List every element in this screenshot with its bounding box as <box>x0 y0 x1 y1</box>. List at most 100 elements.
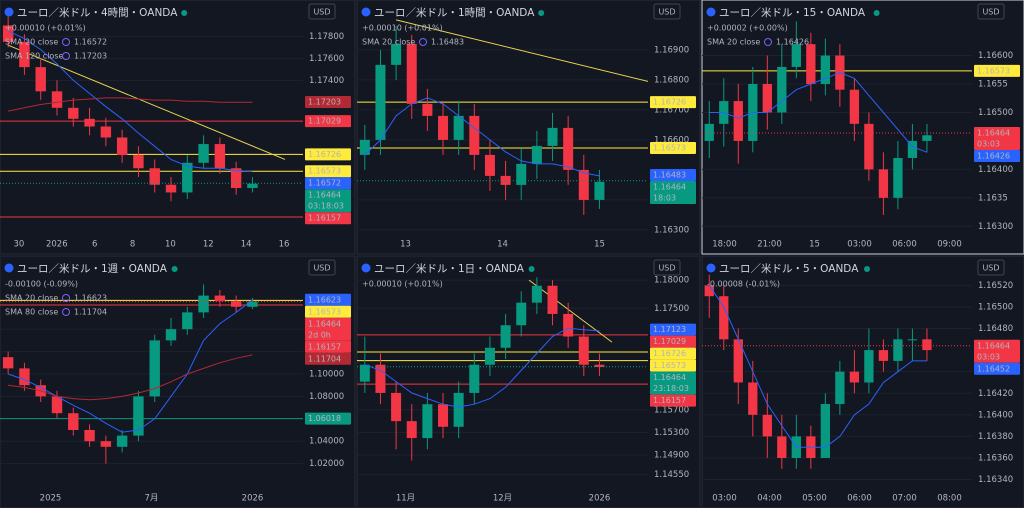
x-tick-label: 16 <box>279 240 290 250</box>
candle-body <box>907 339 918 341</box>
panel-bg <box>356 0 701 255</box>
candle-body <box>864 350 874 383</box>
price-change: +0.00010 (+0.01%) <box>5 24 86 33</box>
y-tick-label: 1.1655 <box>978 80 1008 90</box>
currency-box[interactable] <box>308 3 336 20</box>
price-tag <box>305 177 351 190</box>
y-tick-label: 1.16400 <box>978 410 1013 420</box>
price-tag-label: 1.06018 <box>308 414 341 423</box>
price-tag-label: 1.17029 <box>653 337 686 346</box>
candle-body <box>230 168 242 189</box>
trend-line <box>395 19 648 82</box>
y-tick-label: 1.1635 <box>978 193 1008 203</box>
chart-panel: 1.140001.120001.100001.080001.040001.020… <box>0 255 356 508</box>
currency[interactable]: USD <box>658 8 675 17</box>
y-tick-label: 1.15700 <box>654 405 689 415</box>
y-tick-label: 1.16600 <box>978 51 1013 61</box>
candle-body <box>806 44 816 84</box>
currency-box[interactable] <box>653 259 681 276</box>
price-tag-label: 1.16623 <box>308 295 341 304</box>
price-tag <box>305 165 351 178</box>
y-tick-label: 1.17400 <box>309 76 344 86</box>
candle-body <box>762 84 772 113</box>
legend-name: SMA 20 close <box>5 294 58 303</box>
candle-body <box>149 168 160 185</box>
legend-eye <box>62 308 70 316</box>
y-tick-label: 1.14900 <box>654 450 689 460</box>
price-tag <box>650 371 696 395</box>
y-tick-label: 1.15300 <box>654 428 689 438</box>
panel-bg <box>0 0 356 255</box>
currency-box[interactable] <box>977 3 1005 20</box>
price-tag <box>650 335 696 348</box>
price-tag-label: 1.16726 <box>653 98 686 107</box>
price-tag-label: 1.17029 <box>308 117 341 126</box>
y-tick-label: 1.16300 <box>978 222 1013 232</box>
x-tick-label: 12 <box>203 240 214 250</box>
candle-body <box>516 302 527 326</box>
currency-box[interactable] <box>977 259 1005 276</box>
candle-body <box>893 339 903 361</box>
legend-eye <box>62 38 70 46</box>
price-change: +0.00002 (+0.00%) <box>707 24 788 33</box>
candle-body <box>375 364 386 393</box>
candle-body <box>51 396 63 414</box>
price-tag <box>650 347 696 360</box>
currency[interactable]: USD <box>313 264 330 273</box>
price-tag-label: 1.16464 <box>977 341 1010 350</box>
candle-body <box>198 144 209 163</box>
price-change: -0.00100 (-0.09%) <box>5 280 78 289</box>
price-tag-label: 1.17123 <box>653 325 686 334</box>
x-tick-label: 09:00 <box>937 240 962 250</box>
currency-box[interactable] <box>308 259 336 276</box>
price-tag-label: 03:18:03 <box>308 202 344 211</box>
sma-line <box>709 72 928 153</box>
x-tick-label: 14 <box>241 240 252 250</box>
price-tag-label: 1.16726 <box>653 349 686 358</box>
candle-body <box>133 155 144 169</box>
sma-line <box>364 97 600 177</box>
candle-body <box>922 339 932 351</box>
x-tick-label: 2026 <box>242 494 264 504</box>
candle-body <box>116 435 128 447</box>
currency[interactable]: USD <box>982 8 999 17</box>
price-tag-label: 1.16572 <box>308 179 341 188</box>
legend-eye <box>419 38 427 46</box>
chart-title: ユーロ／米ドル・15・OANDA <box>719 6 866 19</box>
price-tag-label: 03:03 <box>977 139 1000 148</box>
candle-body <box>100 126 112 138</box>
sma-line <box>7 299 253 433</box>
y-tick-label: 1.16340 <box>978 475 1013 485</box>
price-tag <box>305 352 351 365</box>
price-tag-label: 1.16573 <box>308 167 341 176</box>
x-tick-label: 06:00 <box>847 494 872 504</box>
currency-box[interactable] <box>653 3 681 20</box>
currency[interactable]: USD <box>658 264 675 273</box>
price-tag <box>650 394 696 407</box>
candle-body <box>68 107 79 119</box>
price-tag <box>974 64 1020 77</box>
legend-value: 1.17203 <box>74 52 107 61</box>
price-tag-label: 2d 0h <box>308 330 331 339</box>
currency[interactable]: USD <box>982 264 999 273</box>
candle-body <box>19 41 30 68</box>
plot <box>702 21 972 227</box>
price-tag <box>650 142 696 154</box>
candle-body <box>531 285 542 303</box>
x-tick-label: 2026 <box>589 494 611 504</box>
candle-body <box>469 115 480 155</box>
y-tick-label: 1.16900 <box>654 45 689 55</box>
sma-line <box>7 30 253 173</box>
candle-body <box>391 43 402 65</box>
price-tag-label: 1.16464 <box>977 128 1010 137</box>
price-tag <box>305 95 351 108</box>
candle-body <box>878 169 889 198</box>
price-tag <box>650 181 696 204</box>
x-tick-label: 07:00 <box>892 494 917 504</box>
price-tag <box>650 169 696 181</box>
legend-value: 1.16426 <box>776 38 809 47</box>
legend-eye <box>764 38 772 46</box>
y-tick-label: 1.16700 <box>654 105 689 115</box>
currency[interactable]: USD <box>313 8 330 17</box>
y-tick-label: 1.16520 <box>978 281 1013 291</box>
